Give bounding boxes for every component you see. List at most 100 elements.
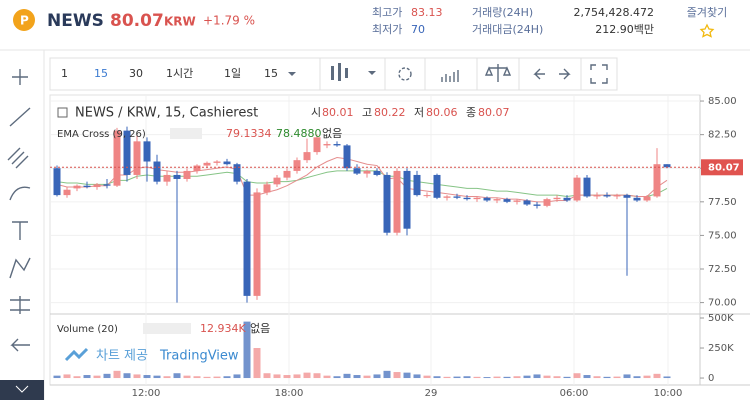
ohlc-value: 80.01 [322, 106, 354, 119]
price-tick-label: 85.00 [708, 96, 737, 107]
interval-button[interactable]: 15 [264, 67, 278, 80]
volume-bar [63, 374, 71, 379]
volume-value: 12.934K [200, 322, 246, 335]
volume-bar [533, 374, 541, 379]
volume-bar [133, 374, 141, 379]
volume-bar [663, 376, 671, 379]
high-label: 최고가 [372, 6, 402, 19]
volume-bar [383, 370, 391, 379]
volume-bar [573, 373, 581, 379]
undo-redo[interactable] [518, 57, 582, 91]
candle-body [103, 184, 111, 186]
candle-body [583, 177, 591, 197]
indicator-title: EMA Cross (9, 26) [57, 129, 146, 140]
interval-button[interactable]: 30 [129, 67, 143, 80]
candle-body [653, 164, 661, 197]
volume-bar [363, 375, 371, 379]
candle-body [663, 164, 671, 168]
price-tick-label: 77.50 [708, 197, 737, 208]
volume-bar [343, 373, 351, 379]
fib-tool[interactable] [7, 147, 29, 169]
volume-bar [453, 376, 461, 379]
low-label: 최저가 [372, 23, 402, 36]
candle-body [223, 161, 231, 165]
volume-bar [513, 376, 521, 379]
indicator-controls[interactable] [170, 128, 202, 139]
candle-body [133, 141, 141, 175]
volume-bar [303, 372, 311, 379]
brush-tool[interactable] [9, 186, 31, 201]
volume-bar [323, 375, 331, 379]
candle-body [453, 196, 461, 198]
volume-bar [613, 376, 621, 379]
candle-body [123, 130, 131, 175]
candle-body [443, 196, 451, 198]
volume-bar [553, 376, 561, 379]
candle-body [463, 197, 471, 200]
volume-bar [143, 375, 151, 379]
icon [533, 68, 571, 80]
volume-bar [153, 375, 161, 379]
candle-body [473, 197, 481, 200]
favorite[interactable]: 즐겨찾기 [687, 6, 727, 19]
text-tool[interactable] [12, 221, 28, 240]
ema-none: 없음 [322, 127, 342, 140]
interval-button[interactable]: 1시간 [166, 67, 193, 80]
volume-bar [523, 375, 531, 379]
interval-button[interactable]: 15 [94, 67, 108, 80]
favorite-star[interactable] [699, 23, 715, 38]
volume-tick-label: 500K [708, 313, 734, 324]
candle-body [183, 170, 191, 179]
back-button[interactable] [10, 338, 30, 352]
amount: 212.90백만 [595, 23, 654, 36]
measure-tool[interactable] [10, 296, 30, 314]
price: 80.07 [110, 11, 164, 31]
candle-body [93, 184, 101, 188]
ohlc-label: 종 [466, 106, 476, 119]
volume-bar [583, 375, 591, 379]
volume-bar [463, 376, 471, 379]
amount-label: 거래대금(24H) [472, 23, 543, 36]
volume-controls[interactable] [143, 323, 191, 334]
volume-bar [83, 375, 91, 379]
volume-bar [543, 375, 551, 379]
fullscreen-button[interactable] [580, 57, 618, 91]
time-label: 29 [425, 388, 438, 399]
volume-bar [503, 376, 511, 379]
volume-bar [633, 376, 641, 379]
trend-tool[interactable] [9, 107, 31, 127]
icon [590, 64, 608, 84]
time-label: 10:00 [654, 388, 683, 399]
crosshair-tool[interactable] [12, 69, 28, 85]
icon [441, 70, 459, 82]
interval-button[interactable]: 1 [61, 67, 68, 80]
toolbar: 1 15 30 1시간 1일 15 [49, 57, 618, 91]
candle-body [313, 137, 321, 153]
volume-label: 거래량(24H) [472, 6, 533, 19]
pattern-tool[interactable] [9, 257, 31, 279]
interval-button[interactable]: 1일 [224, 66, 241, 80]
candle-body [563, 197, 571, 201]
volume-bar [373, 374, 381, 379]
volume-bar [233, 374, 241, 379]
volume-bar [593, 376, 601, 379]
candle-body [513, 200, 521, 202]
volume-bar [483, 377, 491, 379]
price-tick-label: 70.00 [708, 298, 737, 309]
candle-body [73, 185, 81, 189]
last-price-label: 80.07 [708, 162, 740, 173]
chart-type-button[interactable] [319, 57, 386, 91]
collapse-button[interactable] [0, 380, 44, 400]
ohlc-value: 80.06 [426, 106, 458, 119]
collapse-icon[interactable] [57, 107, 68, 118]
candle-body [343, 145, 351, 169]
candle-body [253, 192, 261, 296]
settings-button[interactable] [384, 57, 426, 91]
ohlc-label: 시 [311, 106, 321, 119]
candle-body [593, 195, 601, 197]
volume-bar [443, 376, 451, 379]
volume-bar [623, 374, 631, 379]
indicator-button[interactable] [424, 57, 478, 91]
high: 83.13 [411, 6, 443, 19]
